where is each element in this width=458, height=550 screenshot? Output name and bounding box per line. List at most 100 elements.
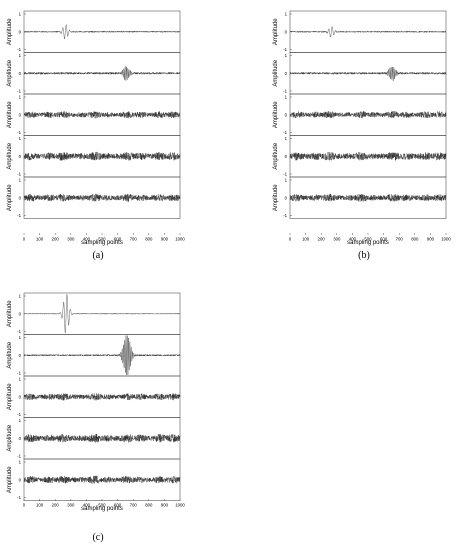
y-tick-label: -1 <box>17 412 21 417</box>
series-line <box>289 151 447 161</box>
series-line <box>23 433 181 443</box>
series-line <box>23 294 181 334</box>
x-tick-label: 1000 <box>441 237 451 242</box>
y-axis-label: Amplitude <box>7 383 13 410</box>
y-tick-label: -1 <box>17 89 21 94</box>
y-tick-label: 0 <box>19 394 22 399</box>
subplot-2: 1 0 -1 Amplitude <box>7 93 181 136</box>
x-tick-label: 400 <box>83 503 91 508</box>
y-tick-label: 0 <box>19 112 22 117</box>
x-tick-label: 700 <box>130 503 138 508</box>
x-tick-label: 900 <box>161 503 169 508</box>
y-axis-label: Amplitude <box>7 101 13 128</box>
series-line <box>23 193 181 202</box>
x-tick-label: 200 <box>52 237 60 242</box>
chart-panel-2: 10-1Amplitude10-1Amplitude10-1Amplitude1… <box>7 292 185 543</box>
y-tick-label: 1 <box>285 53 288 58</box>
y-axis-label: Amplitude <box>7 424 13 451</box>
y-axis-label: Amplitude <box>7 466 13 493</box>
y-tick-label: 1 <box>19 335 22 340</box>
y-axis-label: Amplitude <box>273 184 279 211</box>
x-tick-label: 800 <box>145 237 153 242</box>
series-line <box>289 193 447 202</box>
x-tick-label: 900 <box>427 237 435 242</box>
y-axis-label: Amplitude <box>273 18 279 45</box>
series-line <box>289 26 447 38</box>
x-tick-label: 700 <box>130 237 138 242</box>
y-tick-label: -1 <box>283 89 287 94</box>
y-tick-label: -1 <box>17 172 21 177</box>
y-tick-label: 1 <box>285 95 288 100</box>
y-tick-label: 1 <box>19 136 22 141</box>
y-axis-label: Amplitude <box>7 18 13 45</box>
y-tick-label: 1 <box>285 178 288 183</box>
y-axis-label: Amplitude <box>7 142 13 169</box>
subplot-2: 1 0 -1 Amplitude <box>273 93 447 136</box>
x-tick-label: 0 <box>23 503 26 508</box>
x-tick-label: 500 <box>98 237 106 242</box>
x-tick-label: 400 <box>83 237 91 242</box>
y-tick-label: 1 <box>19 12 22 17</box>
subplot-0: 1 0 -1 Amplitude <box>7 292 181 335</box>
y-tick-label: 1 <box>19 460 22 465</box>
panel-label: (b) <box>358 250 370 261</box>
y-axis-label: Amplitude <box>273 101 279 128</box>
y-tick-label: 0 <box>19 311 22 316</box>
y-tick-label: -1 <box>17 47 21 52</box>
x-tick-label: 1000 <box>175 237 185 242</box>
x-axis-label: sampling points <box>81 240 123 246</box>
subplot-0: 1 0 -1 Amplitude <box>7 10 181 53</box>
subplot-2: 1 0 -1 Amplitude <box>7 375 181 418</box>
y-tick-label: 0 <box>19 29 22 34</box>
y-tick-label: -1 <box>283 213 287 218</box>
y-tick-label: 0 <box>285 112 288 117</box>
y-tick-label: 0 <box>19 436 22 441</box>
y-tick-label: 0 <box>285 154 288 159</box>
x-tick-label: 1000 <box>175 503 185 508</box>
x-tick-label: 100 <box>36 503 44 508</box>
x-tick-label: 300 <box>333 237 341 242</box>
x-tick-label: 200 <box>52 503 60 508</box>
y-tick-label: 1 <box>285 136 288 141</box>
x-tick-label: 100 <box>302 237 310 242</box>
y-tick-label: 1 <box>19 178 22 183</box>
y-tick-label: 0 <box>19 154 22 159</box>
y-axis-label: Amplitude <box>273 142 279 169</box>
y-tick-label: 0 <box>285 71 288 76</box>
subplot-1: 1 0 -1 Amplitude <box>7 52 181 95</box>
y-tick-label: 0 <box>19 195 22 200</box>
panel-label: (a) <box>92 250 103 261</box>
y-axis-label: Amplitude <box>7 341 13 368</box>
x-tick-label: 400 <box>349 237 357 242</box>
x-tick-label: 0 <box>289 237 292 242</box>
subplot-3: 1 0 -1 Amplitude <box>273 135 447 178</box>
y-tick-label: 0 <box>285 195 288 200</box>
y-tick-label: 1 <box>19 377 22 382</box>
y-axis-label: Amplitude <box>7 59 13 86</box>
y-tick-label: 1 <box>19 294 22 299</box>
y-tick-label: -1 <box>283 47 287 52</box>
y-tick-label: -1 <box>17 454 21 459</box>
series-line <box>23 335 181 375</box>
series-line <box>23 66 181 81</box>
y-tick-label: 1 <box>285 12 288 17</box>
x-tick-label: 500 <box>98 503 106 508</box>
x-tick-label: 700 <box>396 237 404 242</box>
x-tick-label: 800 <box>411 237 419 242</box>
y-axis-label: Amplitude <box>273 59 279 86</box>
x-tick-label: 200 <box>318 237 326 242</box>
x-tick-label: 600 <box>114 503 122 508</box>
y-axis-label: Amplitude <box>7 184 13 211</box>
panel-label: (c) <box>92 532 103 543</box>
x-axis-label: sampling points <box>347 240 389 246</box>
series-line <box>289 110 447 119</box>
y-tick-label: 1 <box>19 418 22 423</box>
x-tick-label: 300 <box>67 503 75 508</box>
y-tick-label: -1 <box>17 329 21 334</box>
y-tick-label: 0 <box>19 71 22 76</box>
subplot-4: 1 0 -1 Amplitude <box>7 458 181 501</box>
y-tick-label: 0 <box>285 29 288 34</box>
series-line <box>23 151 181 161</box>
x-tick-label: 600 <box>114 237 122 242</box>
